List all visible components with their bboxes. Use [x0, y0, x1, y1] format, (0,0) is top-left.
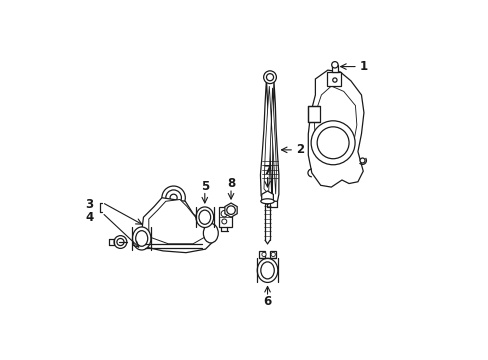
Circle shape	[170, 194, 177, 201]
Circle shape	[263, 71, 276, 84]
Text: 4: 4	[85, 211, 93, 224]
Circle shape	[262, 252, 265, 257]
Circle shape	[331, 62, 337, 68]
Text: 3: 3	[85, 198, 93, 211]
Polygon shape	[314, 86, 356, 155]
Ellipse shape	[260, 262, 274, 279]
Circle shape	[310, 121, 354, 165]
Text: 8: 8	[226, 177, 235, 190]
Text: 5: 5	[200, 180, 208, 193]
Ellipse shape	[199, 210, 210, 224]
Circle shape	[359, 158, 364, 163]
Polygon shape	[224, 203, 237, 217]
Circle shape	[317, 127, 348, 159]
Text: 7: 7	[263, 163, 271, 176]
Circle shape	[162, 186, 185, 210]
Text: 6: 6	[263, 295, 271, 308]
Polygon shape	[140, 198, 213, 253]
Ellipse shape	[135, 231, 147, 246]
Polygon shape	[260, 79, 278, 201]
Circle shape	[332, 78, 336, 82]
Circle shape	[117, 238, 124, 246]
Text: 1: 1	[359, 60, 367, 73]
Circle shape	[114, 236, 126, 248]
Bar	[269, 251, 276, 258]
Circle shape	[270, 252, 275, 257]
Polygon shape	[148, 199, 205, 244]
Polygon shape	[264, 86, 276, 194]
Circle shape	[165, 190, 181, 206]
Ellipse shape	[203, 224, 218, 243]
Ellipse shape	[260, 199, 274, 204]
Polygon shape	[261, 191, 273, 204]
Polygon shape	[326, 72, 341, 86]
Circle shape	[266, 74, 273, 81]
Polygon shape	[307, 105, 319, 122]
Bar	[219, 207, 232, 227]
Polygon shape	[307, 70, 363, 187]
Ellipse shape	[257, 258, 277, 283]
Polygon shape	[331, 65, 337, 72]
Circle shape	[222, 219, 226, 224]
Circle shape	[226, 206, 235, 215]
Text: 2: 2	[295, 143, 304, 156]
Ellipse shape	[196, 207, 213, 228]
Ellipse shape	[132, 227, 151, 250]
Bar	[258, 251, 264, 258]
Circle shape	[221, 211, 227, 217]
